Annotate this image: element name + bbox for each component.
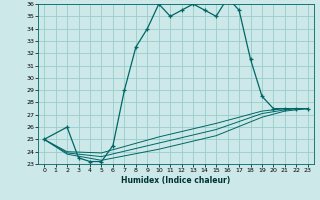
X-axis label: Humidex (Indice chaleur): Humidex (Indice chaleur): [121, 176, 231, 185]
